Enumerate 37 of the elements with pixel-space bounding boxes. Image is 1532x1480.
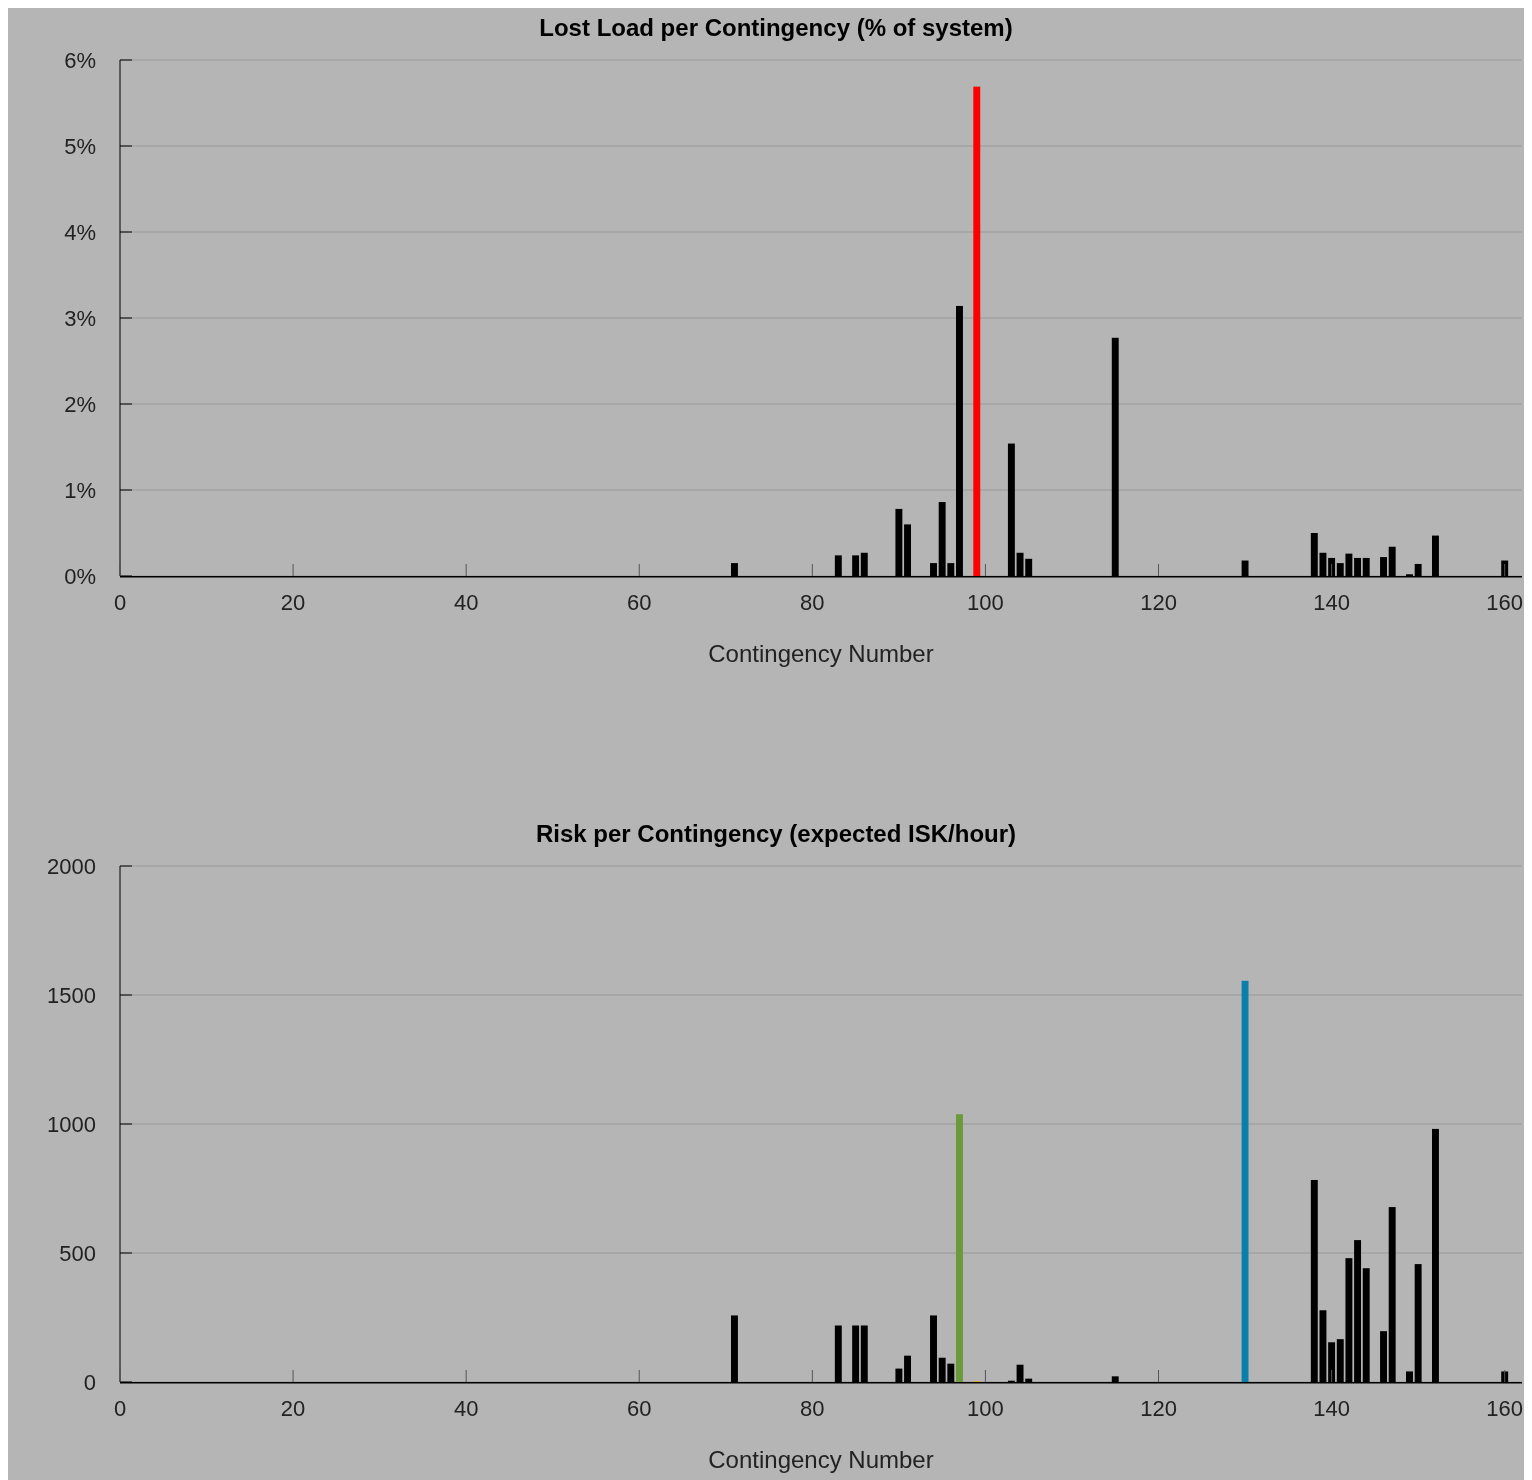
y-tick-label: 1500 (47, 982, 96, 1008)
x-tick-label: 160 (1486, 1396, 1524, 1421)
x-tick-label: 120 (1140, 590, 1177, 615)
bar (1241, 980, 1249, 1382)
y-tick-label: 6% (64, 47, 96, 73)
y-tick-label: 0 (83, 1369, 96, 1395)
x-tick-label: 80 (800, 590, 825, 615)
y-tick-label: 1000 (47, 1111, 96, 1137)
chart-title: Lost Load per Contingency (% of system) (539, 14, 1013, 41)
y-tick-label: 3% (64, 305, 96, 331)
x-tick-label: 0 (113, 590, 127, 615)
x-tick-label: 20 (280, 1396, 306, 1421)
x-tick-label: 60 (627, 1396, 652, 1421)
x-tick-label: 140 (1313, 590, 1350, 615)
x-axis-title: Contingency Number (708, 640, 934, 667)
y-tick-label: 500 (59, 1240, 96, 1266)
x-tick-label: 140 (1313, 1396, 1350, 1421)
x-tick-label: 40 (453, 590, 479, 615)
bar (956, 1114, 963, 1382)
x-tick-label: 100 (967, 1396, 1004, 1421)
y-tick-label: 5% (64, 133, 96, 159)
y-tick-label: 2000 (47, 853, 96, 879)
x-tick-label: 20 (280, 590, 306, 615)
x-tick-label: 100 (967, 590, 1004, 615)
y-tick-label: 2% (64, 391, 96, 417)
y-tick-label: 4% (64, 219, 96, 245)
y-tick-label: 0% (64, 563, 96, 589)
x-axis-title: Contingency Number (708, 1446, 934, 1473)
x-tick-label: 60 (627, 590, 652, 615)
x-tick-label: 80 (800, 1396, 825, 1421)
x-tick-label: 160 (1486, 590, 1524, 615)
chart-title: Risk per Contingency (expected ISK/hour) (535, 820, 1017, 847)
x-tick-label: 0 (113, 1396, 127, 1421)
x-tick-label: 40 (453, 1396, 479, 1421)
bar (973, 86, 981, 576)
x-tick-label: 120 (1140, 1396, 1177, 1421)
y-tick-label: 1% (64, 477, 96, 503)
